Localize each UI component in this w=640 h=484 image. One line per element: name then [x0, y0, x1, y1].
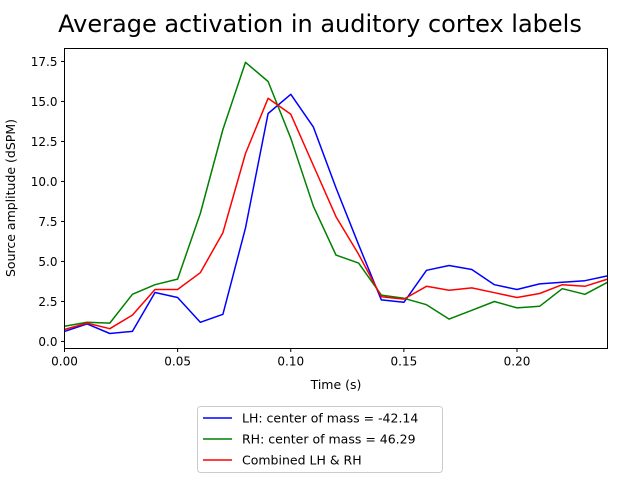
y-tick-label: 15.0	[31, 95, 58, 109]
y-tick-label: 5.0	[38, 255, 57, 269]
y-tick-label: 7.5	[38, 215, 57, 229]
x-tick-label: 0.20	[504, 355, 531, 369]
y-tick-label: 17.5	[31, 55, 58, 69]
y-tick-label: 12.5	[31, 135, 58, 149]
x-tick-label: 0.05	[164, 355, 191, 369]
series-line-0	[64, 93, 608, 335]
legend-label: RH: center of mass = 46.29	[242, 432, 416, 447]
chart-title: Average activation in auditory cortex la…	[58, 10, 582, 38]
series-line-1	[64, 61, 608, 328]
plot-frame	[64, 48, 608, 349]
y-tick-label: 0.0	[38, 335, 57, 349]
y-tick-label: 2.5	[38, 295, 57, 309]
x-tick-label: 0.10	[277, 355, 304, 369]
series-line-2	[64, 97, 608, 331]
legend: LH: center of mass = -42.14 RH: center of…	[197, 406, 443, 473]
y-axis-label: Source amplitude (dSPM)	[3, 119, 18, 277]
x-tick-label: 0.00	[51, 355, 78, 369]
x-axis-label: Time (s)	[310, 377, 362, 392]
y-tick-label: 10.0	[31, 175, 58, 189]
x-tick-label: 0.15	[391, 355, 418, 369]
legend-label: Combined LH & RH	[242, 453, 362, 468]
legend-label: LH: center of mass = -42.14	[242, 411, 418, 426]
legend-box	[197, 406, 443, 473]
